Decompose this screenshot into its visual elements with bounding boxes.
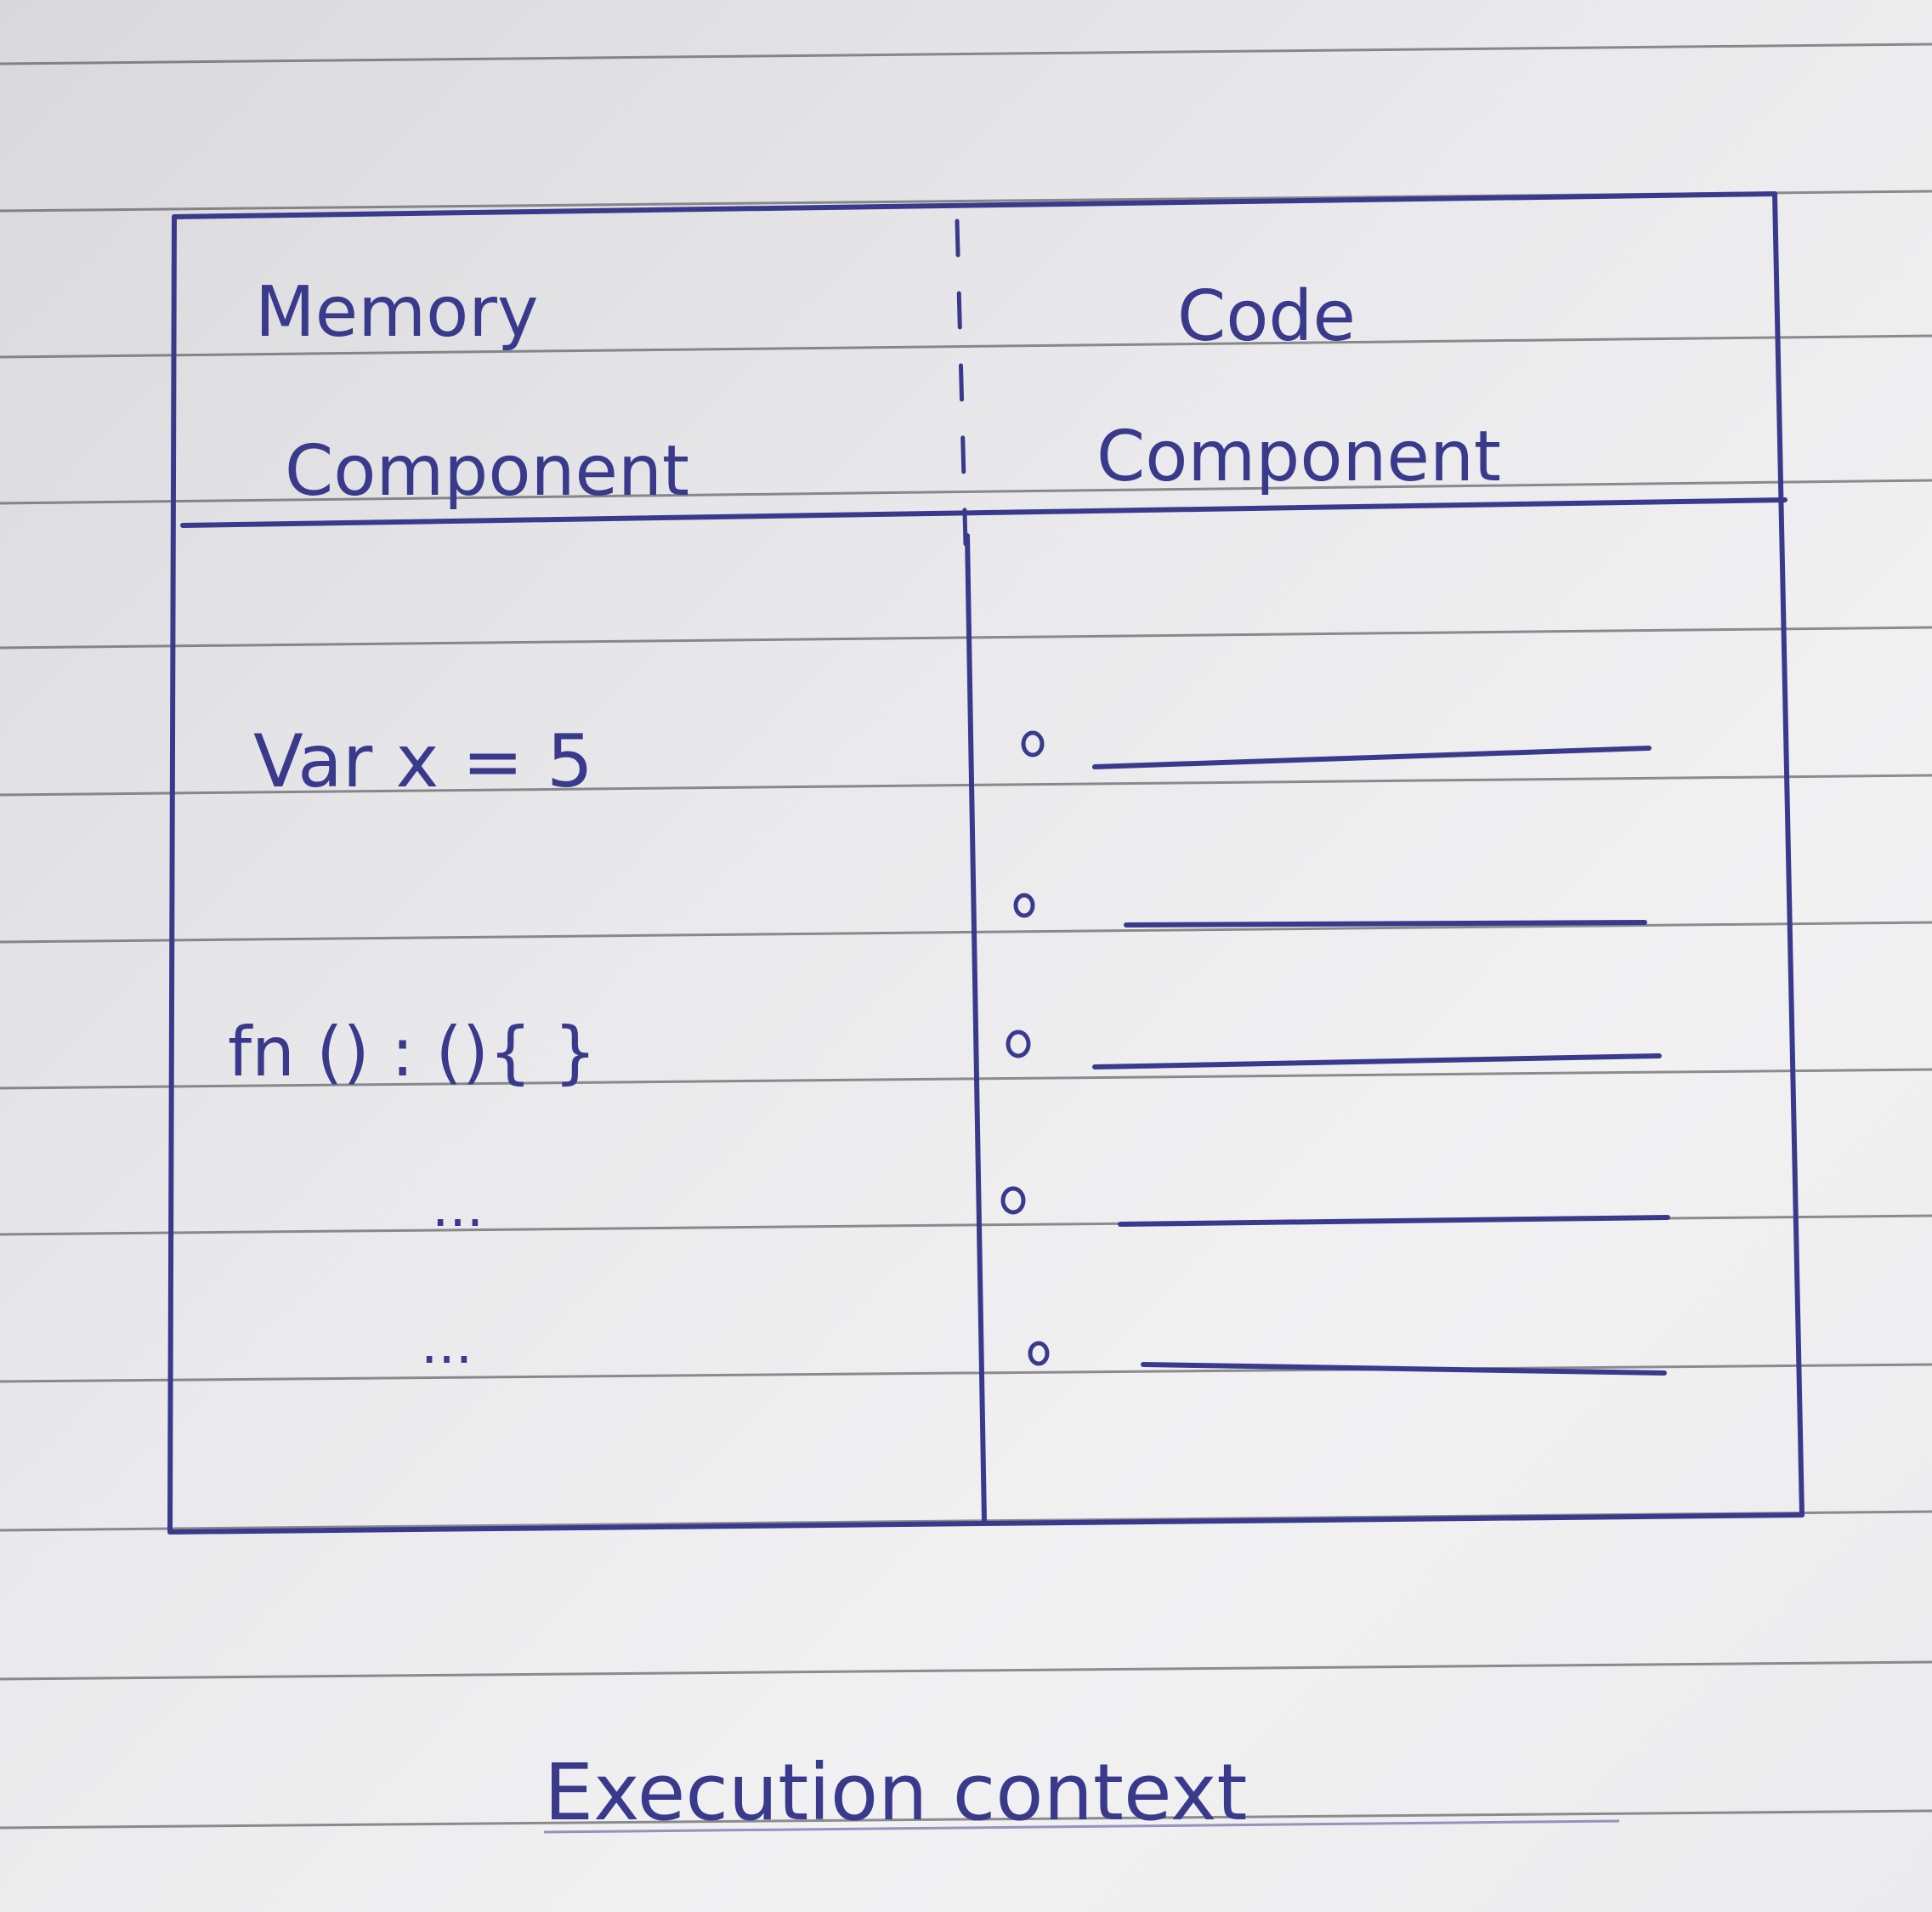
box-top-border [172, 191, 1777, 219]
bullet-icon [1021, 730, 1045, 757]
blank-line [1092, 1053, 1662, 1069]
caption: Execution context [544, 1747, 1247, 1838]
blank-line [1124, 920, 1647, 928]
code-bullet-item [1013, 893, 1647, 928]
memory-header-line-2: Component [285, 431, 689, 512]
bullet-icon [1013, 893, 1035, 918]
bullet-icon [1000, 1186, 1026, 1215]
memory-entry-var-x: Var x = 5 [253, 719, 593, 804]
blank-line [1141, 1362, 1667, 1376]
box-right-border [1772, 191, 1805, 1518]
box-left-border [167, 214, 177, 1535]
column-divider [965, 533, 987, 1524]
code-header-line-1: Code [1177, 276, 1356, 357]
execution-context-box [167, 191, 1805, 1535]
memory-entry-fn: fn () : (){ } [228, 1013, 597, 1092]
code-bullet-item [1028, 1341, 1667, 1376]
blank-line [1118, 1215, 1670, 1227]
code-bullet-item [1006, 1030, 1662, 1069]
header-divider [180, 497, 1788, 528]
code-bullet-list [1000, 730, 1670, 1376]
memory-header-line-1: Memory [255, 272, 539, 353]
header-column-dashed-divider [955, 218, 968, 547]
ruled-lines [0, 43, 1932, 1830]
caption-underline [543, 1819, 1620, 1834]
bullet-icon [1028, 1341, 1050, 1366]
blank-line [1092, 746, 1652, 769]
code-header-line-2: Component [1096, 417, 1501, 497]
code-bullet-item [1000, 1186, 1670, 1227]
code-bullet-item [1021, 730, 1652, 769]
memory-entry-ellipsis-2: ... [421, 1313, 473, 1376]
bullet-icon [1006, 1030, 1031, 1058]
memory-entry-ellipsis-1: ... [432, 1177, 484, 1240]
